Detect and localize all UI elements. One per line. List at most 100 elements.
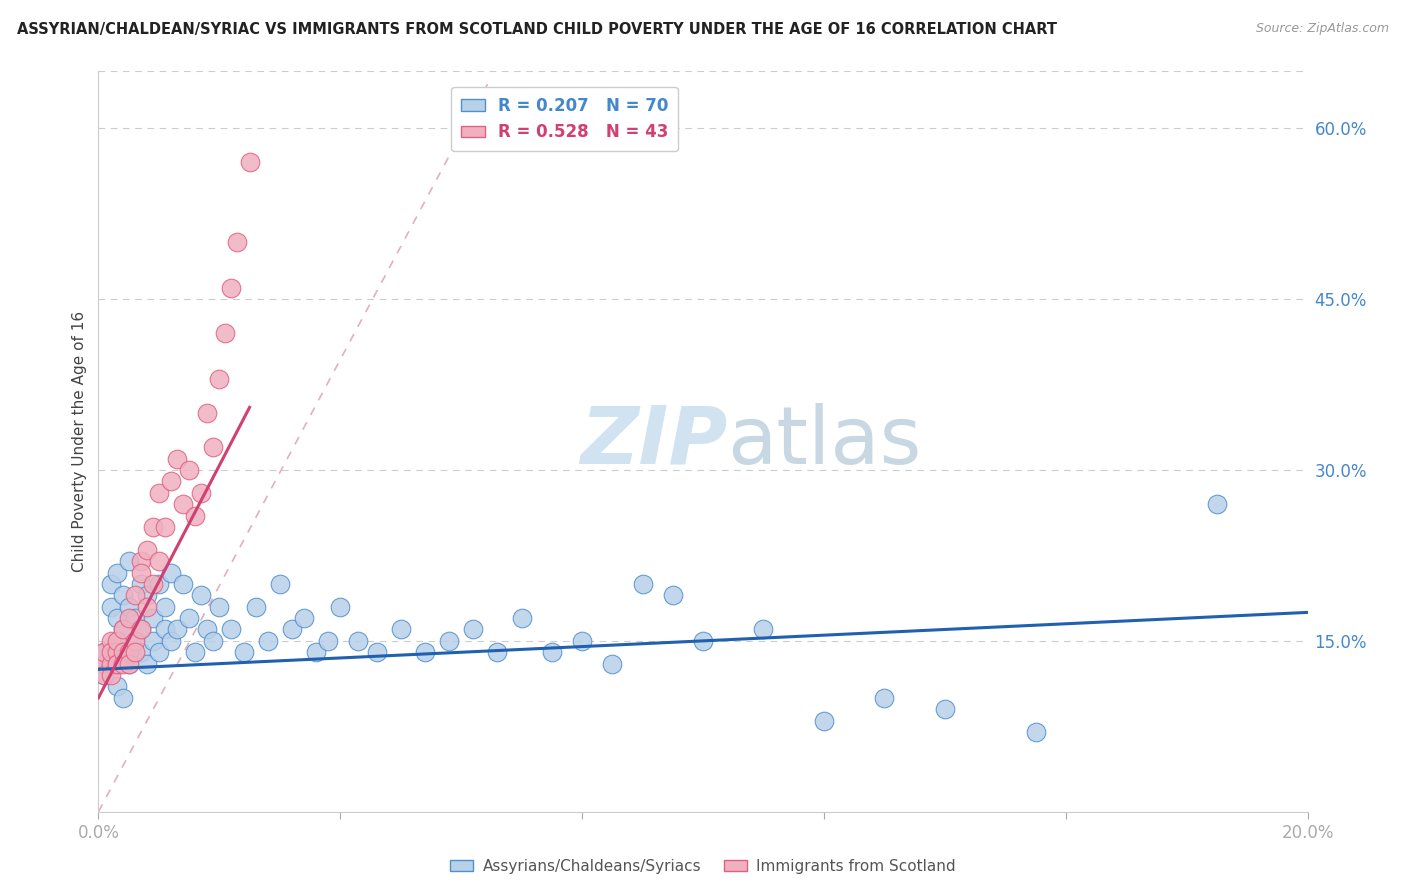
Point [166,623,188,637]
Point [111,645,134,659]
Point [129,623,152,637]
Point [269,577,291,591]
Point [256,633,278,648]
Point [111,657,134,671]
Point [202,440,225,454]
Point [1024,725,1046,739]
Point [148,645,170,659]
Point [190,588,212,602]
Point [166,451,188,466]
Point [221,281,243,295]
Legend: R = 0.207   N = 70, R = 0.528   N = 43: R = 0.207 N = 70, R = 0.528 N = 43 [451,87,679,152]
Point [226,235,249,250]
Point [179,463,201,477]
Point [100,633,122,648]
Text: Source: ZipAtlas.com: Source: ZipAtlas.com [1256,22,1389,36]
Text: ZIP: ZIP [579,402,727,481]
Point [135,657,157,671]
Point [129,577,152,591]
Point [437,633,460,648]
Point [1206,497,1229,511]
Point [93,657,115,671]
Point [93,668,115,682]
Point [142,611,165,625]
Point [148,554,170,568]
Point [124,588,146,602]
Point [142,520,165,534]
Point [184,508,207,523]
Point [105,611,128,625]
Point [105,657,128,671]
Point [316,633,339,648]
Point [413,645,436,659]
Point [135,588,157,602]
Point [873,690,896,705]
Point [292,611,315,625]
Point [661,588,683,602]
Point [214,326,236,341]
Point [172,497,194,511]
Point [463,623,485,637]
Point [184,645,207,659]
Point [347,633,370,648]
Point [111,623,134,637]
Point [221,623,243,637]
Point [540,645,562,659]
Point [153,623,176,637]
Point [232,645,254,659]
Point [510,611,533,625]
Point [124,633,146,648]
Point [813,714,835,728]
Point [239,155,262,169]
Point [129,645,152,659]
Point [118,599,141,614]
Point [100,657,122,671]
Point [118,657,141,671]
Point [105,645,128,659]
Point [111,623,134,637]
Point [111,645,134,659]
Point [281,623,304,637]
Point [111,588,134,602]
Point [153,599,176,614]
Text: atlas: atlas [727,402,921,481]
Point [124,633,146,648]
Y-axis label: Child Poverty Under the Age of 16: Child Poverty Under the Age of 16 [72,311,87,572]
Point [208,599,231,614]
Point [124,645,146,659]
Point [118,645,141,659]
Point [202,633,225,648]
Point [93,645,115,659]
Point [752,623,775,637]
Point [571,633,593,648]
Text: ASSYRIAN/CHALDEAN/SYRIAC VS IMMIGRANTS FROM SCOTLAND CHILD POVERTY UNDER THE AGE: ASSYRIAN/CHALDEAN/SYRIAC VS IMMIGRANTS F… [17,22,1057,37]
Point [118,611,141,625]
Point [93,645,115,659]
Point [172,577,194,591]
Point [148,577,170,591]
Point [179,611,201,625]
Point [93,668,115,682]
Point [93,657,115,671]
Point [305,645,328,659]
Point [129,623,152,637]
Legend: Assyrians/Chaldeans/Syriacs, Immigrants from Scotland: Assyrians/Chaldeans/Syriacs, Immigrants … [444,853,962,880]
Point [118,554,141,568]
Point [934,702,956,716]
Point [105,680,128,694]
Point [105,566,128,580]
Point [148,485,170,500]
Point [100,599,122,614]
Point [135,599,157,614]
Point [245,599,267,614]
Point [486,645,509,659]
Point [208,372,231,386]
Point [100,577,122,591]
Point [195,406,218,420]
Point [135,542,157,557]
Point [366,645,388,659]
Point [100,645,122,659]
Point [100,668,122,682]
Point [692,633,714,648]
Point [631,577,654,591]
